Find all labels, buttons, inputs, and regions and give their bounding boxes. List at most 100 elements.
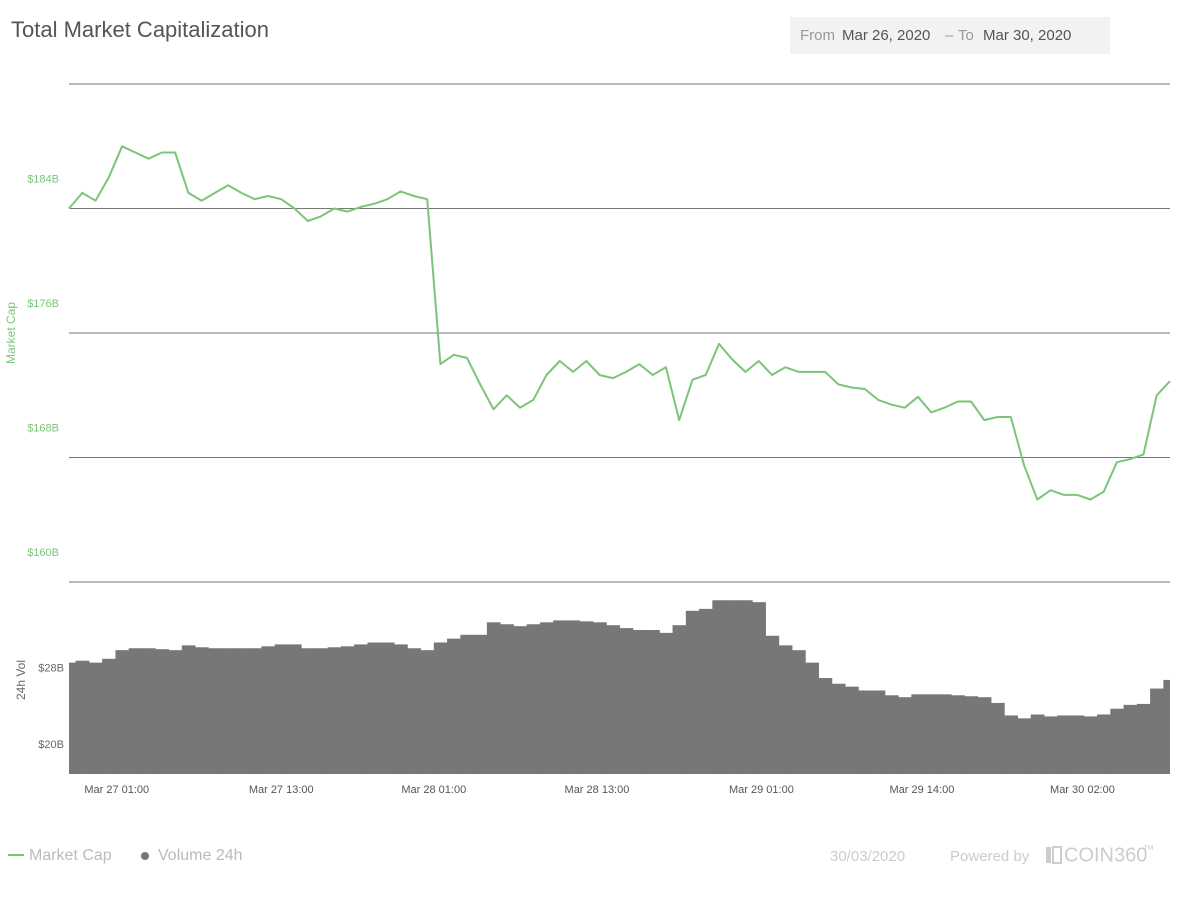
volume-bar <box>1083 716 1098 774</box>
x-tick-label: Mar 28 13:00 <box>565 784 630 796</box>
volume-bar <box>845 686 859 774</box>
volume-bar <box>1057 715 1072 774</box>
volume-bar <box>393 644 408 774</box>
volume-bar <box>208 648 223 774</box>
x-tick-label: Mar 27 13:00 <box>249 784 314 796</box>
legend-label: Market Cap <box>29 847 112 864</box>
volume-bar <box>672 625 687 774</box>
volume-bar <box>911 694 926 774</box>
volume-bar <box>1004 715 1018 774</box>
volume-bar <box>924 694 939 774</box>
chart-title: Total Market Capitalization <box>11 17 269 42</box>
volume-bar <box>1110 708 1125 774</box>
y-tick-label: $168B <box>27 422 59 434</box>
from-date[interactable]: Mar 26, 2020 <box>842 27 930 44</box>
x-tick-label: Mar 29 14:00 <box>890 784 955 796</box>
volume-bar <box>1043 716 1058 774</box>
volume-bar <box>327 647 342 774</box>
x-tick-label: Mar 27 01:00 <box>84 784 149 796</box>
from-label: From <box>800 27 835 44</box>
market-cap-line <box>68 145 1171 501</box>
volume-bar <box>659 632 674 774</box>
volume-bar <box>128 648 143 774</box>
volume-bar <box>88 662 103 774</box>
volume-bar <box>195 647 209 774</box>
volume-bar <box>102 658 116 774</box>
volume-bar <box>1136 703 1151 774</box>
volume-bar <box>526 624 541 774</box>
brand: COIN360 <box>1064 844 1147 866</box>
volume-bar <box>685 610 700 774</box>
volume-bar <box>791 650 806 774</box>
volume-bar <box>553 620 567 774</box>
volume-bar <box>699 608 713 774</box>
volume-bar <box>606 625 620 774</box>
volume-bar <box>619 628 634 774</box>
volume-bar <box>301 648 315 774</box>
volume-bar <box>579 621 594 774</box>
volume-bar <box>274 644 289 774</box>
volume-bar <box>407 648 422 774</box>
volume-bar <box>632 630 647 774</box>
volume-bar <box>287 644 302 774</box>
volume-bar <box>592 622 607 774</box>
volume-bar <box>1150 688 1164 774</box>
volume-bar <box>566 620 581 774</box>
volume-bar <box>539 622 554 774</box>
volume-bar <box>1070 715 1085 774</box>
volume-bar <box>1030 714 1045 774</box>
volume-bar <box>712 600 727 774</box>
volume-bar <box>261 646 276 774</box>
volume-bar <box>818 678 833 774</box>
volume-bar <box>884 695 899 774</box>
volume-bar <box>500 624 514 774</box>
volume-bar <box>765 635 780 774</box>
x-tick-label: Mar 30 02:00 <box>1050 784 1115 796</box>
y-axis-title: Market Cap <box>4 302 18 364</box>
separator: – <box>945 27 954 44</box>
date-range-box[interactable] <box>790 17 1110 54</box>
y-tick-label: $184B <box>27 173 59 185</box>
volume-bar <box>354 644 368 774</box>
volume-bar <box>380 642 395 774</box>
volume-bar <box>858 690 873 774</box>
volume-bar <box>646 630 660 774</box>
volume-bar <box>778 645 793 774</box>
volume-bar <box>831 683 846 774</box>
volume-bar <box>898 697 912 774</box>
volume-bar <box>871 690 886 774</box>
volume-bar <box>314 648 329 774</box>
volume-bar <box>168 650 183 774</box>
volume-bar <box>964 696 979 774</box>
volume-bar <box>155 649 169 774</box>
logo-icon <box>1046 847 1051 863</box>
volume-bar <box>486 622 501 774</box>
footer-date: 30/03/2020 <box>830 848 905 865</box>
volume-bar <box>75 660 90 774</box>
volume-bar <box>805 662 819 774</box>
volume-bar <box>1017 718 1032 774</box>
volume-bar <box>367 642 382 774</box>
legend-dot <box>141 852 149 860</box>
volume-bar <box>1163 679 1170 774</box>
y2-axis-title: 24h Vol <box>14 660 28 700</box>
volume-bar <box>420 650 435 774</box>
volume-bar <box>951 695 965 774</box>
volume-bar <box>447 638 461 774</box>
volume-bar <box>738 600 753 774</box>
y2-tick-label: $28B <box>38 662 64 674</box>
y2-tick-label: $20B <box>38 739 64 751</box>
volume-bar <box>460 634 475 774</box>
legend-label: Volume 24h <box>158 847 243 864</box>
volume-bar <box>181 645 196 774</box>
volume-bar <box>340 646 355 774</box>
volume-bar <box>1123 704 1138 774</box>
volume-bar <box>221 648 236 774</box>
volume-bar <box>1097 714 1111 774</box>
volume-bar <box>141 648 156 774</box>
volume-bar <box>248 648 262 774</box>
volume-bar <box>937 694 952 774</box>
to-date[interactable]: Mar 30, 2020 <box>983 27 1071 44</box>
